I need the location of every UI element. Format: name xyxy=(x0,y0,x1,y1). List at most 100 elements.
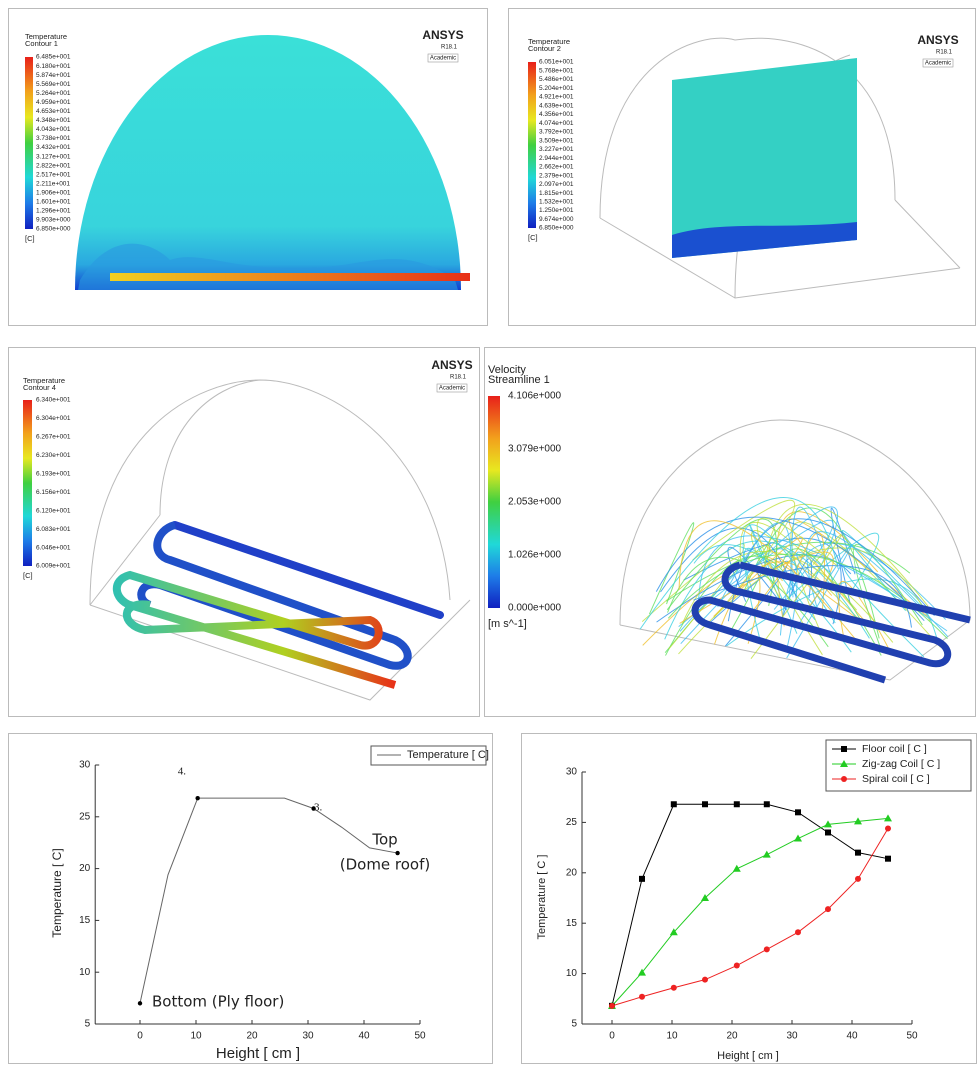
legend-label: 1.815e+001 xyxy=(539,190,574,197)
legend-label: 3.509e+001 xyxy=(539,137,574,144)
legend-label: 1.026e+000 xyxy=(508,550,562,561)
data-point xyxy=(609,1002,615,1009)
legend-label: 5.874e+001 xyxy=(36,72,71,79)
x-tick-label: 40 xyxy=(358,1031,370,1042)
legend-label: 4.639e+001 xyxy=(539,102,574,109)
pipe xyxy=(691,561,971,684)
streamline xyxy=(841,529,927,612)
data-point xyxy=(669,928,678,936)
data-point xyxy=(670,801,677,808)
legend-label: 6.083e+001 xyxy=(36,526,71,533)
legend-label: 9.674e+000 xyxy=(539,216,574,223)
streamline xyxy=(806,531,949,637)
data-point xyxy=(854,817,862,825)
y-axis-label: Temperature [ C] xyxy=(50,848,64,937)
legend-label: 6.485e+001 xyxy=(36,54,71,61)
streamline xyxy=(727,518,935,622)
annotation: Bottom (Ply floor) xyxy=(152,993,284,1011)
y-tick-label: 20 xyxy=(566,867,578,878)
version: R18.1 xyxy=(936,50,953,56)
y-tick-label: 15 xyxy=(566,918,578,929)
annotation: Top xyxy=(371,831,397,849)
data-point xyxy=(855,875,861,882)
cold-region xyxy=(672,222,857,258)
colorbar xyxy=(528,62,536,228)
x-tick-label: 30 xyxy=(786,1031,798,1042)
legend-label: 6.180e+001 xyxy=(36,63,71,70)
coil xyxy=(110,273,470,281)
data-point xyxy=(670,984,677,991)
legend-label: 6.850e+000 xyxy=(36,226,71,233)
legend-title: Velocity xyxy=(488,364,526,376)
data-point xyxy=(885,855,891,862)
version: R18.1 xyxy=(441,45,458,51)
legend-label: 1.601e+001 xyxy=(36,199,71,206)
data-point xyxy=(795,929,801,936)
wireframe xyxy=(619,419,971,681)
data-point xyxy=(639,993,645,1000)
y-tick-label: 30 xyxy=(79,760,91,771)
pipe xyxy=(137,521,412,670)
legend-marker xyxy=(841,746,847,752)
data-point xyxy=(733,801,740,808)
y-tick-label: 20 xyxy=(79,863,91,874)
streamline xyxy=(750,534,842,659)
x-axis-label: Height [ cm ] xyxy=(717,1050,779,1062)
legend-label: 1.532e+001 xyxy=(539,199,574,206)
streamline xyxy=(698,535,948,632)
y-tick-label: 5 xyxy=(571,1019,577,1030)
legend-label: 6.304e+001 xyxy=(36,415,71,422)
legend-label: 6.230e+001 xyxy=(36,452,71,459)
legend-label: 4.356e+001 xyxy=(539,111,574,118)
pipe xyxy=(171,521,444,619)
x-tick-label: 0 xyxy=(137,1031,143,1042)
legend-label: 6.009e+001 xyxy=(36,563,71,570)
legend-unit: [C] xyxy=(528,233,538,242)
legend-label: 4.959e+001 xyxy=(36,99,71,106)
edition: Academic xyxy=(439,386,465,392)
y-tick-label: 10 xyxy=(566,968,578,979)
edition-box xyxy=(436,383,468,393)
panel-frame xyxy=(8,733,493,1064)
legend-label: 3.792e+001 xyxy=(539,129,574,136)
legend-label: 4.921e+001 xyxy=(539,94,574,101)
legend-marker xyxy=(841,776,847,782)
streamline xyxy=(655,516,925,622)
legend-label: 2.662e+001 xyxy=(539,164,574,171)
legend-label: 6.340e+001 xyxy=(36,397,71,404)
y-tick-label: 25 xyxy=(566,817,578,828)
legend-label: 5.486e+001 xyxy=(539,76,574,83)
data-point xyxy=(825,829,831,836)
legend-label: 5.264e+001 xyxy=(36,90,71,97)
legend-label: 5.204e+001 xyxy=(539,85,574,92)
streamline xyxy=(667,557,829,648)
legend-marker xyxy=(840,760,848,767)
series-line xyxy=(611,803,889,1006)
legend-label: 2.822e+001 xyxy=(36,162,71,169)
edition-box xyxy=(922,58,954,68)
streamline xyxy=(843,565,925,658)
legend-label: 2.944e+001 xyxy=(539,155,574,162)
panel-frame xyxy=(484,347,976,717)
streamline xyxy=(780,532,880,605)
data-point xyxy=(885,825,891,832)
data-point xyxy=(137,1001,143,1006)
legend-unit: [C] xyxy=(25,234,35,243)
logo: ANSYS xyxy=(431,358,472,372)
dome-contour xyxy=(75,35,461,290)
legend-label: 6.051e+001 xyxy=(539,59,574,66)
legend-label: 2.517e+001 xyxy=(36,171,71,178)
annotation: 3. xyxy=(314,802,323,814)
legend-title: Temperature xyxy=(25,32,67,41)
data-point xyxy=(195,795,200,801)
legend-unit: [C] xyxy=(23,571,33,580)
legend-label: Spiral coil [ C ] xyxy=(862,773,930,785)
legend-title: Temperature xyxy=(23,376,65,385)
legend-label: 4.043e+001 xyxy=(36,126,71,133)
panel-frame xyxy=(8,347,480,717)
legend-label: Floor coil [ C ] xyxy=(862,743,927,755)
legend-subtitle: Contour 4 xyxy=(23,383,56,392)
edition: Academic xyxy=(925,61,951,67)
legend-title: Temperature xyxy=(528,37,570,46)
